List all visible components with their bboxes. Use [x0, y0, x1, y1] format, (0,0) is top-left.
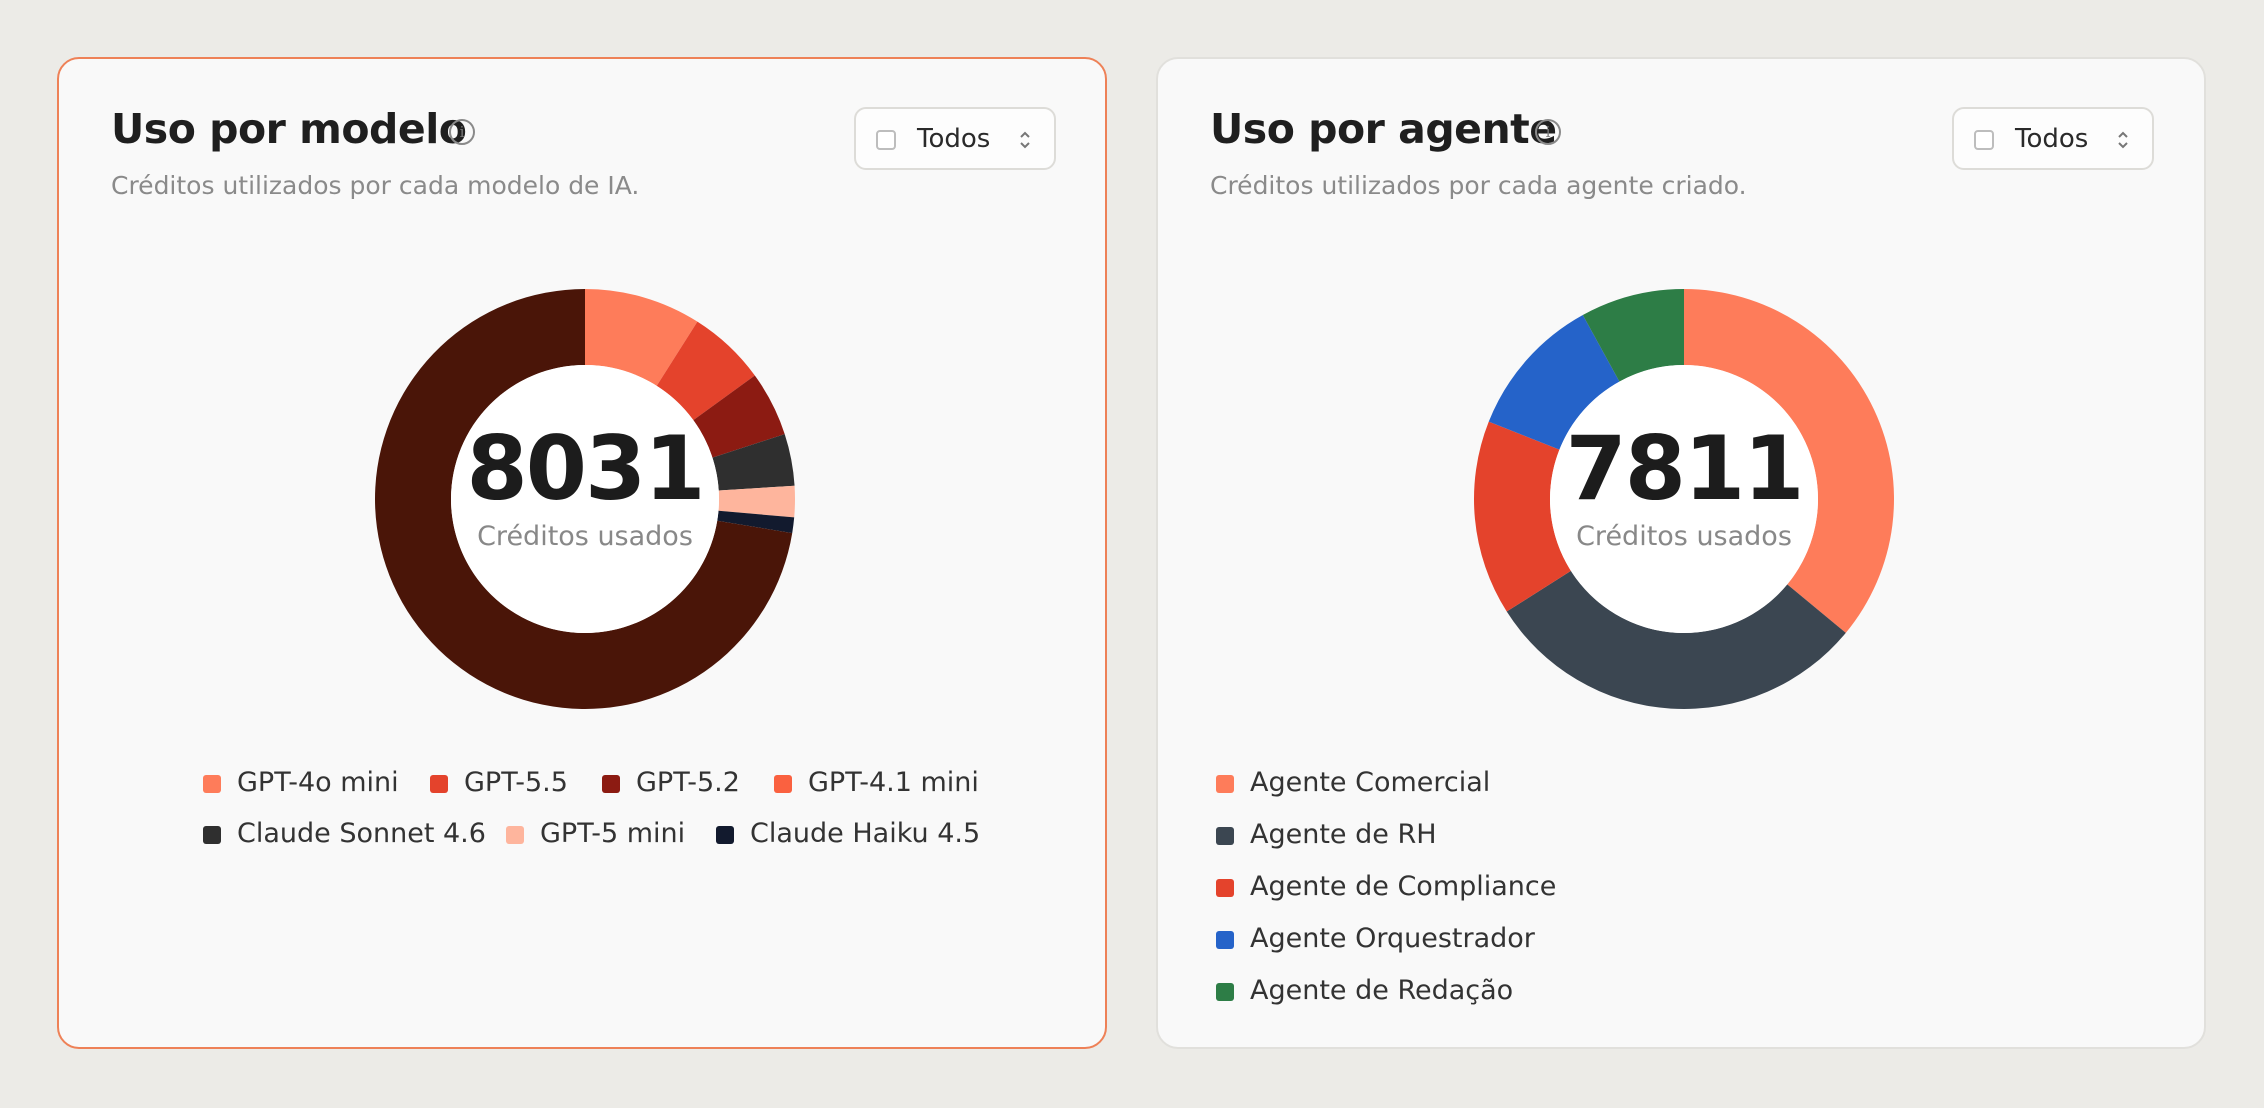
agent-total-label: Créditos usados	[1576, 521, 1792, 552]
legend-swatch	[1216, 931, 1234, 949]
legend-swatch	[716, 826, 734, 844]
legend-swatch	[430, 775, 448, 793]
legend-label: Agente de Redação	[1250, 975, 1514, 1006]
donut-slice-claude-sonnet-4-6[interactable]	[712, 434, 795, 491]
model-filter-label: Todos	[917, 124, 991, 154]
donut-slice-agente-de-reda-o[interactable]	[1582, 289, 1684, 382]
model-filter-select[interactable]: Todos	[854, 107, 1056, 170]
legend-label: GPT-5.5	[464, 767, 568, 798]
legend-label: GPT-4.1 mini	[808, 767, 979, 798]
model-card-title: Uso por modelo	[111, 105, 467, 153]
legend-label: Claude Sonnet 4.6	[237, 818, 486, 849]
legend-label: GPT-5.2	[636, 767, 740, 798]
donut-hole	[1550, 365, 1818, 633]
checkbox-icon[interactable]	[876, 130, 896, 150]
model-usage-card[interactable]: Uso por modelo i Créditos utilizados por…	[57, 57, 1107, 1049]
agent-filter-label: Todos	[2015, 124, 2089, 154]
legend-swatch	[774, 775, 792, 793]
legend-label: Agente Orquestrador	[1250, 923, 1535, 954]
agent-usage-card[interactable]: Uso por agente i Créditos utilizados por…	[1156, 57, 2206, 1049]
info-icon[interactable]: i	[449, 119, 475, 145]
legend-label: Agente Comercial	[1250, 767, 1491, 798]
legend-swatch	[602, 775, 620, 793]
legend-swatch	[1216, 983, 1234, 1001]
chevron-updown-icon	[2118, 131, 2128, 149]
agent-filter-select[interactable]: Todos	[1952, 107, 2154, 170]
model-total-credits: 8031	[466, 417, 706, 520]
donut-slice-agente-orquestrador[interactable]	[1488, 314, 1620, 450]
legend-label: Agente de RH	[1250, 819, 1437, 850]
legend-swatch	[506, 826, 524, 844]
donut-slice-agente-de-rh[interactable]	[1506, 570, 1846, 710]
legend-label: GPT-4o mini	[237, 767, 399, 798]
legend-swatch	[203, 826, 221, 844]
legend-swatch	[1216, 827, 1234, 845]
agent-card-subtitle: Créditos utilizados por cada agente cria…	[1210, 171, 1747, 200]
legend-swatch	[203, 775, 221, 793]
model-total-label: Créditos usados	[477, 521, 693, 552]
model-card-subtitle: Créditos utilizados por cada modelo de I…	[111, 171, 640, 200]
donut-slice-other[interactable]	[375, 289, 793, 709]
donut-slice-gpt-4o-mini[interactable]	[585, 289, 698, 386]
legend-swatch	[1216, 775, 1234, 793]
agent-card-title: Uso por agente	[1210, 105, 1557, 153]
legend-label: Claude Haiku 4.5	[750, 818, 981, 849]
donut-slice-gpt-5-mini[interactable]	[718, 485, 795, 518]
checkbox-icon[interactable]	[1974, 130, 1994, 150]
agent-total-credits: 7811	[1565, 417, 1805, 520]
legend-label: Agente de Compliance	[1250, 871, 1557, 902]
info-icon[interactable]: i	[1535, 119, 1561, 145]
donut-slice-gpt-5-5[interactable]	[656, 321, 755, 421]
donut-hole	[451, 365, 719, 633]
donut-slice-gpt-5-2[interactable]	[693, 375, 785, 458]
donut-slice-agente-comercial[interactable]	[1684, 289, 1894, 633]
donut-slice-claude-haiku-4-5[interactable]	[717, 510, 795, 534]
agent-usage-donut-chart	[1474, 289, 1894, 710]
model-usage-donut-chart	[375, 289, 795, 709]
legend-swatch	[1216, 879, 1234, 897]
donut-slice-agente-de-compliance[interactable]	[1474, 421, 1571, 612]
chevron-updown-icon	[1020, 131, 1030, 149]
legend-label: GPT-5 mini	[540, 818, 686, 849]
